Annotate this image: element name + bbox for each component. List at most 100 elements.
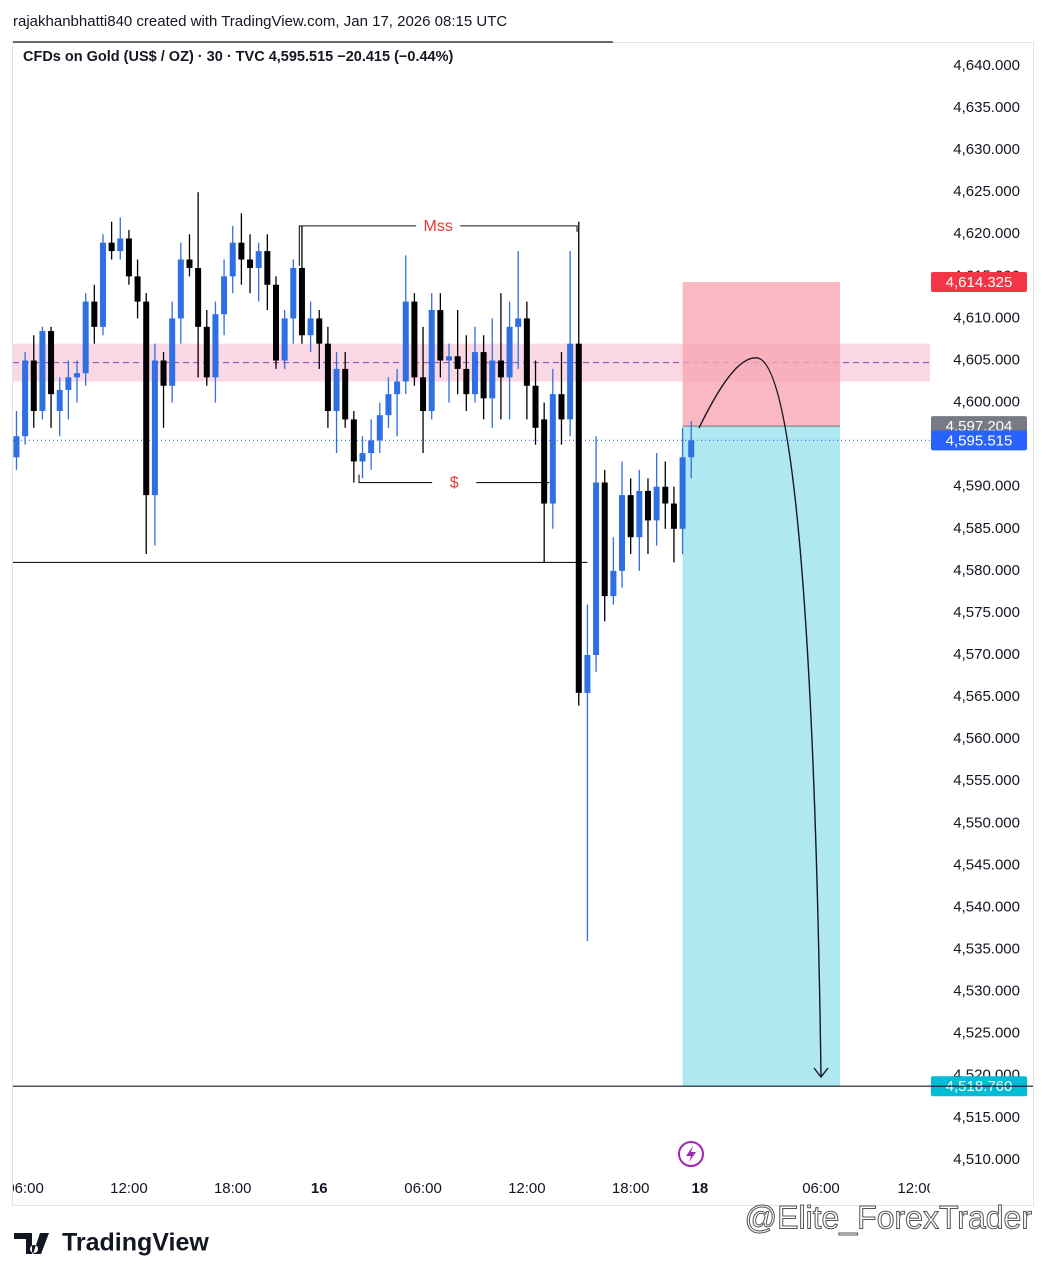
candle-body — [203, 326, 210, 378]
frame — [12, 42, 1034, 1206]
candle-body — [454, 356, 461, 369]
y-tick-label: 4,565.000 — [953, 688, 1020, 705]
candle-body — [281, 318, 288, 361]
candle-body — [316, 318, 323, 344]
candle-body — [394, 381, 401, 395]
x-tick-label: 18:00 — [214, 1180, 252, 1197]
candle-body — [298, 267, 305, 336]
candle-body — [385, 394, 392, 416]
candle-body — [446, 356, 453, 361]
candle-body — [575, 343, 582, 693]
y-tick-label: 4,610.000 — [953, 309, 1020, 326]
candle-body — [558, 394, 565, 420]
candle-body — [670, 503, 677, 529]
candle-body — [134, 276, 141, 302]
header: rajakhanbhatti840 created with TradingVi… — [13, 13, 507, 30]
y-tick-label: 4,605.000 — [953, 351, 1020, 368]
price-badge — [931, 430, 1027, 451]
candle-body — [593, 482, 600, 656]
x-tick-label: 18 — [692, 1180, 709, 1197]
candle-body — [342, 368, 349, 420]
candle-body — [497, 360, 504, 378]
annotation-bg — [416, 215, 461, 236]
y-tick-label: 4,510.000 — [953, 1151, 1020, 1168]
candle-body — [662, 486, 669, 504]
candle-body — [324, 343, 331, 411]
y-tick-label: 4,550.000 — [953, 814, 1020, 831]
candle-body — [117, 238, 124, 252]
candle-body — [65, 377, 72, 390]
y-tick-label: 4,525.000 — [953, 1025, 1020, 1042]
candle-body — [428, 310, 435, 411]
y-tick-label: 4,545.000 — [953, 856, 1020, 873]
candle-body — [307, 318, 314, 336]
x-tick-label: 18:00 — [612, 1180, 650, 1197]
candle-body — [30, 360, 37, 411]
x-tick-label: 06:00 — [404, 1180, 442, 1197]
annotation-bg — [432, 472, 477, 493]
y-tick-label: 4,600.000 — [953, 394, 1020, 411]
y-tick-label: 4,535.000 — [953, 941, 1020, 958]
candle-body — [350, 419, 357, 462]
candle-body — [679, 457, 686, 529]
candle-body — [471, 352, 478, 395]
annotation-text: $ — [450, 475, 459, 492]
x-tick-label: 06:00 — [802, 1180, 840, 1197]
y-tick-label: 4,625.000 — [953, 183, 1020, 200]
candle-body — [125, 238, 132, 277]
candle-body — [523, 318, 530, 386]
candle-body — [480, 352, 487, 399]
alert-icon — [678, 1141, 704, 1167]
y-tick-label: 4,570.000 — [953, 646, 1020, 663]
candle-body — [108, 242, 115, 252]
y-axis: 4,640.000 4,635.000 4,630.000 4,625.000 4,62… — [931, 57, 1027, 1168]
candle-body — [688, 440, 695, 458]
y-tick-label: 4,560.000 — [953, 730, 1020, 747]
y-tick-label: 4,585.000 — [953, 520, 1020, 537]
candle-body — [368, 440, 375, 454]
x-axis: 06:00 12:00 18:00 16 06:00 12:00 18:00 18 06:00 1… — [13, 1180, 930, 1197]
candle-body — [39, 331, 46, 411]
y-tick-label: 4,580.000 — [953, 562, 1020, 579]
candle-body — [437, 310, 444, 361]
candle-body — [22, 360, 29, 437]
candle-body — [290, 267, 297, 319]
projection-arrow — [698, 357, 822, 1077]
watermark: @Elite_ForexTrader — [745, 1199, 1033, 1235]
candle-body — [195, 267, 202, 327]
y-tick-label: 4,540.000 — [953, 898, 1020, 915]
logo: TradingView — [14, 1229, 209, 1257]
annotation-text: Mss — [424, 218, 453, 235]
candle-body — [584, 655, 591, 693]
y-tick-label: 4,515.000 — [953, 1109, 1020, 1126]
candle-body — [420, 377, 427, 411]
candle-body — [91, 301, 98, 327]
price-badge — [931, 272, 1027, 293]
x-tick-label: 16 — [311, 1180, 328, 1197]
candle-body — [247, 259, 254, 268]
candle-body — [264, 251, 271, 285]
candle-body — [376, 415, 383, 441]
candle-body — [653, 486, 660, 521]
y-tick-label: 4,530.000 — [953, 983, 1020, 1000]
candle-body — [402, 301, 409, 382]
candle-body — [255, 251, 262, 268]
candle-body — [532, 385, 539, 428]
y-tick-label: 4,620.000 — [953, 225, 1020, 242]
candle-body — [186, 259, 193, 268]
candle-body — [333, 368, 340, 411]
candle-body — [541, 419, 548, 504]
y-tick-label: 4,555.000 — [953, 772, 1020, 789]
candle-body — [601, 482, 608, 597]
candle-body — [411, 301, 418, 378]
candle-body — [143, 301, 150, 496]
candle-body — [489, 360, 496, 399]
price-badge-label: 4,595.515 — [946, 432, 1013, 449]
candle-body — [506, 326, 513, 378]
candle-body — [212, 314, 219, 378]
x-tick-label: 12:00 — [110, 1180, 148, 1197]
candle-body — [56, 389, 63, 411]
candle-body — [644, 490, 651, 521]
